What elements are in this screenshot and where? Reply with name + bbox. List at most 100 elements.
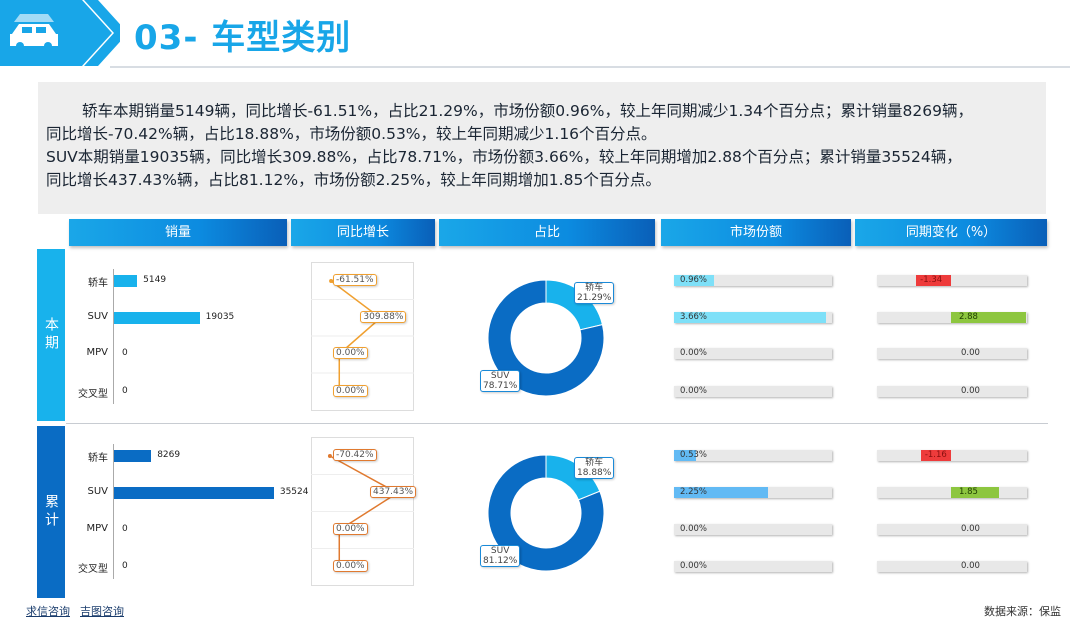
sales-value: 0: [122, 524, 128, 534]
market-share-track: [674, 487, 832, 498]
donut-label-name: 轿车: [585, 282, 604, 293]
market-share-value: 0.96%: [680, 275, 708, 285]
donut-label-name: SUV: [490, 370, 510, 381]
yoy-point: [327, 454, 332, 458]
change-bar: [916, 275, 951, 286]
donut-label-sedan: 轿车 18.88%: [574, 456, 615, 479]
share-donut-chart: [487, 278, 605, 396]
sales-value: 35524: [279, 487, 309, 497]
market-share-track: [674, 561, 832, 572]
sales-value: 0: [122, 348, 128, 358]
donut-label-suv: SUV 78.71%: [480, 369, 521, 392]
col-header-yoy: 同比增长: [291, 219, 435, 246]
footer-link-1[interactable]: 求信咨询: [26, 605, 70, 618]
market-share-fill: [674, 450, 697, 461]
header-badge: [0, 0, 120, 66]
col-header-sales: 销量: [69, 219, 287, 246]
market-share-track: [674, 450, 832, 461]
category-label: SUV: [87, 311, 108, 322]
page-title: 03- 车型类别: [134, 18, 352, 58]
market-share-value: 0.53%: [680, 450, 708, 460]
sales-value: 19035: [205, 312, 235, 322]
header-divider: [110, 66, 1070, 68]
category-label: 交叉型: [78, 389, 108, 400]
change-bar: [920, 450, 951, 461]
market-share-track: [674, 275, 832, 286]
donut-label-name: 轿车: [585, 457, 604, 468]
market-share-track: [674, 524, 832, 535]
footer-link-2[interactable]: 吉图咨询: [80, 605, 124, 618]
yoy-data-label: 0.00%: [333, 347, 368, 359]
donut-label-value: 21.29%: [577, 292, 612, 303]
market-share-value: 0.00%: [680, 348, 708, 358]
yoy-data-label: 309.88%: [360, 311, 407, 323]
yoy-data-label: 437.43%: [370, 486, 417, 498]
yoy-series-line: [329, 455, 399, 567]
market-share-fill: [674, 487, 768, 498]
change-track: [877, 561, 1027, 572]
donut-slice-suv: [487, 453, 605, 571]
category-label: 轿车: [88, 453, 108, 464]
sales-bar: [114, 312, 200, 324]
change-value: 1.85: [959, 487, 978, 497]
market-share-value: 0.00%: [680, 386, 708, 396]
sales-value: 5149: [143, 275, 167, 285]
market-share-track: [674, 348, 832, 359]
market-share-value: 0.00%: [680, 561, 708, 571]
category-label: MPV: [86, 523, 109, 534]
yoy-series-line: [330, 280, 382, 392]
market-share-value: 0.00%: [680, 524, 708, 534]
yoy-data-label: 0.00%: [333, 560, 368, 572]
change-value: 0.00: [961, 386, 980, 396]
market-share-value: 3.66%: [680, 312, 708, 322]
change-track: [877, 524, 1027, 535]
market-share-track: [674, 312, 832, 323]
category-label: MPV: [86, 347, 109, 358]
sales-value: 0: [122, 561, 128, 571]
car-icon: [10, 14, 58, 50]
donut-label-value: 18.88%: [577, 467, 612, 478]
donut-label-value: 78.71%: [483, 380, 518, 391]
category-label: 轿车: [88, 278, 108, 289]
change-track: [877, 450, 1027, 461]
yoy-data-label: -70.42%: [333, 449, 377, 461]
yoy-data-label: 0.00%: [333, 385, 368, 397]
change-track: [877, 386, 1027, 397]
sales-bar: [114, 275, 138, 287]
donut-label-name: SUV: [490, 545, 510, 556]
sales-bar: [114, 487, 274, 499]
header-bar: [0, 0, 1080, 66]
change-track: [877, 275, 1027, 286]
group-label-cumulative: 累计: [37, 426, 65, 598]
sales-axis: [113, 269, 114, 404]
sales-value: 8269: [157, 450, 181, 460]
summary-line-1: 轿车本期销量5149辆，同比增长-61.51%，占比21.29%，市场份额0.9…: [82, 102, 973, 120]
summary-line-3: SUV本期销量19035辆，同比增长309.88%，占比78.71%，市场份额3…: [46, 148, 962, 166]
col-header-change: 同期变化（%）: [855, 219, 1047, 246]
donut-label-sedan: 轿车 21.29%: [574, 281, 615, 304]
group-divider: [66, 423, 1048, 424]
change-bar: [951, 312, 1026, 323]
market-share-fill: [674, 312, 827, 323]
donut-slice-suv: [487, 278, 605, 396]
sales-bar: [114, 450, 152, 462]
change-value: -1.16: [924, 450, 947, 460]
change-bar: [951, 487, 1000, 498]
change-value: 0.00: [961, 561, 980, 571]
col-header-share-of-type: 占比: [439, 219, 655, 246]
summary-line-2: 同比增长-70.42%辆，占比18.88%，市场份额0.53%，较上年同期减少1…: [46, 125, 657, 143]
category-label: 交叉型: [78, 564, 108, 575]
market-share-value: 2.25%: [680, 487, 708, 497]
change-value: 0.00: [961, 524, 980, 534]
sales-value: 0: [122, 386, 128, 396]
change-track: [877, 348, 1027, 359]
data-source: 数据来源：保监: [984, 605, 1061, 618]
group-label-current: 本期: [37, 249, 65, 421]
market-share-fill: [674, 275, 714, 286]
donut-label-value: 81.12%: [483, 555, 518, 566]
yoy-data-label: 0.00%: [333, 523, 368, 535]
sales-axis: [113, 444, 114, 579]
share-donut-chart: [487, 453, 605, 571]
change-value: 0.00: [961, 348, 980, 358]
category-label: SUV: [87, 486, 108, 497]
